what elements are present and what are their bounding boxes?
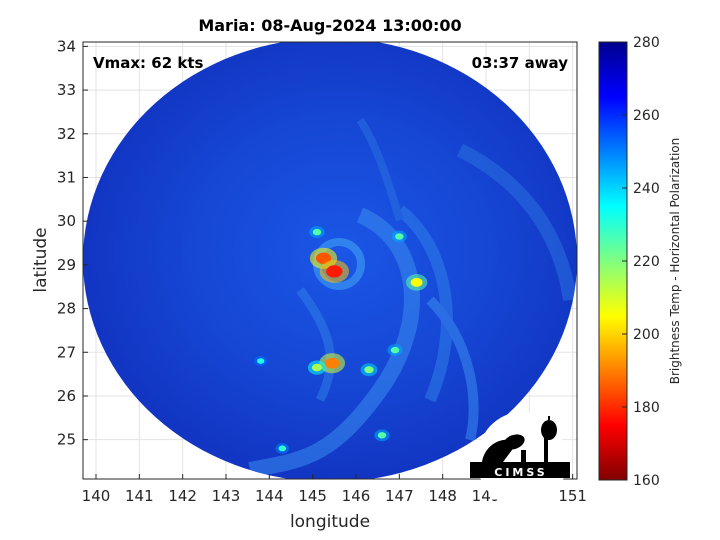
warm-cell (278, 445, 287, 452)
warm-cell (312, 228, 322, 236)
colorbar-tick-label: 200 (633, 327, 660, 343)
cimss-logo: CIMSS (470, 412, 570, 508)
colorbar-ticks: 280 260 240 220 200 180 160 (622, 35, 660, 489)
logo-text: CIMSS (494, 466, 547, 479)
y-tick-label: 26 (57, 387, 76, 405)
colorbar-tick-label: 160 (633, 473, 660, 489)
warm-cell (326, 265, 343, 278)
y-tick-label: 25 (57, 431, 76, 449)
x-tick-label: 151 (558, 487, 587, 505)
x-tick-label: 147 (385, 487, 414, 505)
x-tick-label: 146 (342, 487, 371, 505)
x-tick-label: 142 (168, 487, 197, 505)
x-tick-label: 145 (298, 487, 327, 505)
warm-cell (395, 233, 404, 240)
x-tick-label: 140 (82, 487, 111, 505)
y-tick-label: 34 (57, 37, 76, 55)
warm-cell (311, 363, 323, 372)
y-tick-label: 32 (57, 125, 76, 143)
colorbar-tick-label: 280 (633, 35, 660, 51)
x-tick-label: 143 (212, 487, 241, 505)
warm-cell (315, 252, 332, 265)
time-away-annotation: 03:37 away (472, 54, 569, 72)
colorbar-tick-label: 180 (633, 400, 660, 416)
warm-cell (325, 357, 340, 369)
axes-frame (82, 41, 578, 480)
vmax-annotation: Vmax: 62 kts (93, 54, 203, 72)
y-axis: 25 26 27 28 29 30 31 32 33 34 (57, 37, 88, 449)
x-tick-label: 148 (428, 487, 457, 505)
y-tick-label: 27 (57, 343, 76, 361)
y-tick-label: 33 (57, 81, 76, 99)
warm-cell (410, 277, 423, 287)
y-tick-label: 29 (57, 256, 76, 274)
chart-title: Maria: 08-Aug-2024 13:00:00 (198, 16, 461, 35)
x-tick-label: 144 (255, 487, 284, 505)
y-tick-label: 28 (57, 300, 76, 318)
y-tick-label: 30 (57, 212, 76, 230)
warm-cells (254, 226, 428, 454)
rainband-texture (248, 117, 577, 478)
colorbar-label: Brightness Temp - Horizontal Polarizatio… (668, 138, 682, 385)
y-axis-label: latitude (31, 227, 51, 292)
warm-cell (377, 432, 387, 439)
warm-cell (257, 358, 265, 364)
y-tick-label: 31 (57, 168, 76, 186)
x-tick-label: 141 (125, 487, 154, 505)
colorbar-tick-label: 220 (633, 254, 660, 270)
colorbar-tick-label: 240 (633, 181, 660, 197)
x-axis-label: longitude (290, 512, 370, 532)
warm-cell (364, 366, 374, 374)
colorbar-tick-label: 260 (633, 108, 660, 124)
warm-cell (390, 346, 400, 354)
